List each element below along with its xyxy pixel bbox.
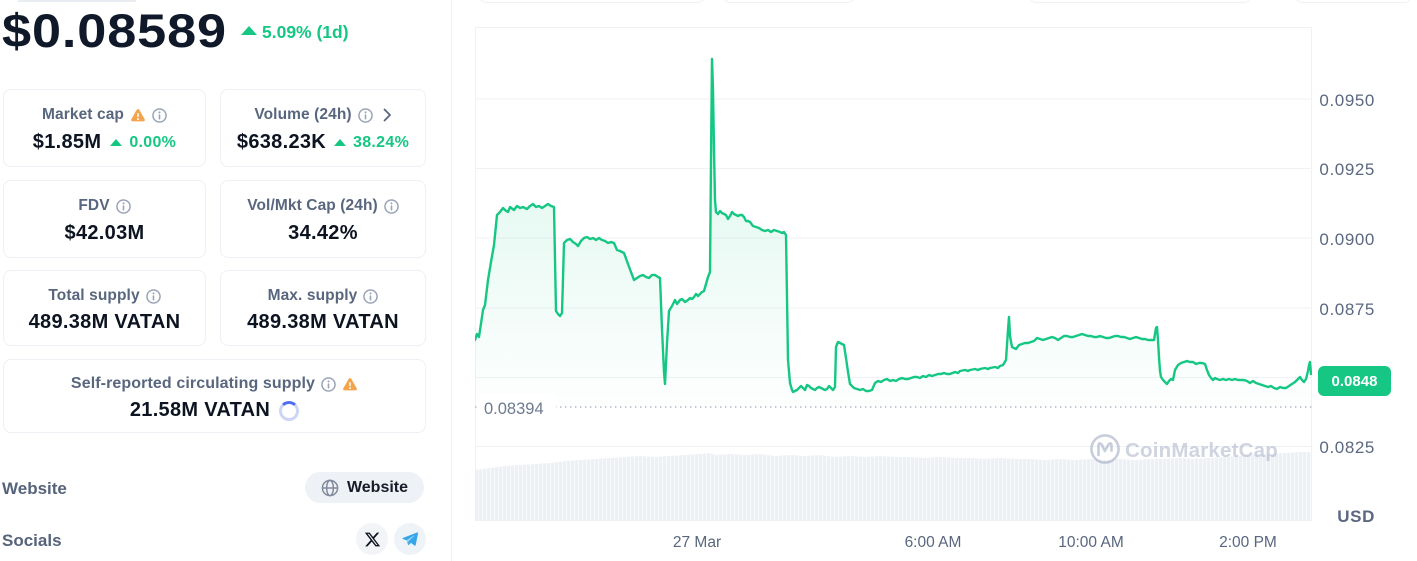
svg-text:0.08394: 0.08394 [484,400,544,418]
svg-text:CoinMarketCap: CoinMarketCap [1125,439,1278,462]
